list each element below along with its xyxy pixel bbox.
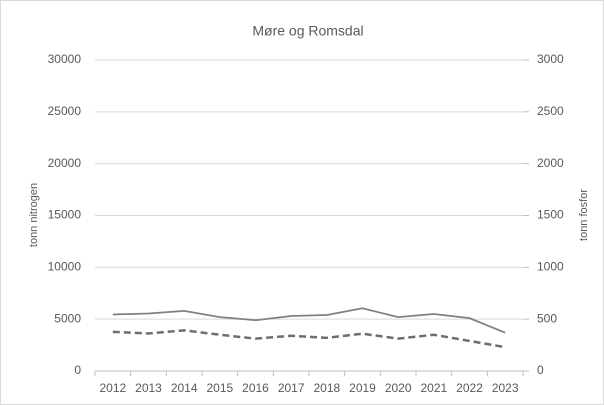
x-tick-label: 2017	[278, 381, 305, 395]
x-tick-label: 2013	[135, 381, 162, 395]
x-tick-label: 2021	[420, 381, 447, 395]
y-axis-label: tonn nitrogen	[28, 183, 40, 247]
y-tick-label: 30000	[48, 52, 82, 66]
x-tick-label: 2020	[385, 381, 412, 395]
y-tick-label: 20000	[48, 156, 82, 170]
y2-tick-label: 0	[537, 363, 544, 377]
y2-tick-label: 2500	[537, 104, 564, 118]
y2-tick-label: 2000	[537, 156, 564, 170]
x-tick-label: 2018	[313, 381, 340, 395]
y2-tick-label: 3000	[537, 52, 564, 66]
y2-axis-label: tonn fosfor	[578, 189, 590, 241]
x-tick-label: 2022	[456, 381, 483, 395]
x-tick-label: 2015	[206, 381, 233, 395]
y-tick-label: 15000	[48, 208, 82, 222]
y-tick-label: 25000	[48, 104, 82, 118]
solid-line	[112, 307, 506, 334]
y2-tick-label: 1000	[537, 260, 564, 274]
y2-tick-label: 500	[537, 311, 557, 325]
x-tick-label: 2019	[349, 381, 376, 395]
x-tick-label: 2016	[242, 381, 269, 395]
y-tick-label: 5000	[54, 311, 81, 325]
y-tick-label: 10000	[48, 260, 82, 274]
chart-title: Møre og Romsdal	[252, 23, 363, 39]
y2-tick-label: 1500	[537, 208, 564, 222]
x-tick-label: 2012	[99, 381, 126, 395]
x-tick-label: 2023	[492, 381, 519, 395]
y-tick-label: 0	[74, 363, 81, 377]
x-tick-label: 2014	[171, 381, 198, 395]
